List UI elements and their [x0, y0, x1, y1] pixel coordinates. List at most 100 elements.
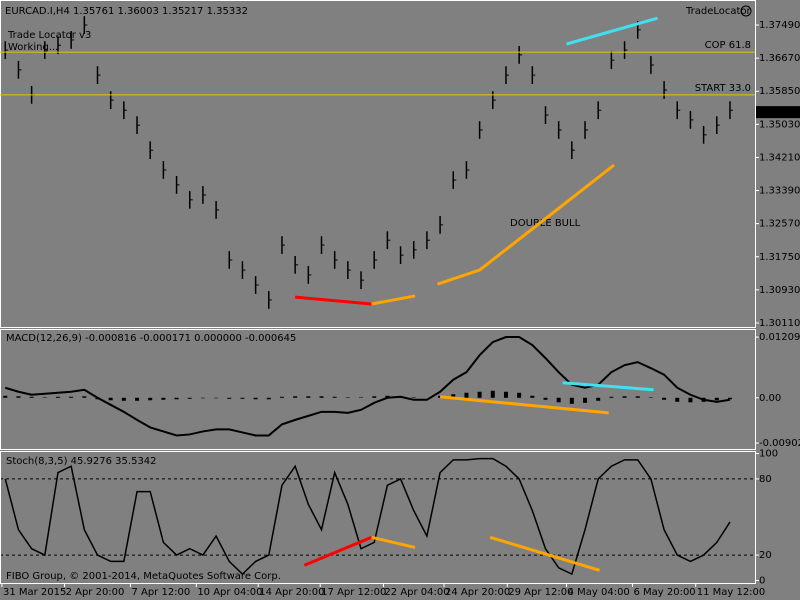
y-tick-label: 20: [759, 550, 772, 561]
histogram-bar: [332, 396, 337, 398]
pattern-label: DOUBLE BULL: [510, 218, 581, 229]
histogram-bar: [279, 396, 284, 398]
histogram-bar: [306, 396, 311, 398]
histogram-bar: [266, 397, 271, 400]
macd-border: [0, 329, 756, 450]
macd-header: MACD(12,26,9) -0.000816 -0.000171 0.0000…: [6, 333, 296, 344]
histogram-bar: [148, 397, 153, 401]
histogram-bar: [200, 397, 205, 399]
histogram-bar: [675, 397, 680, 402]
x-tick-label: 31 Mar 2015: [3, 587, 66, 598]
histogram-bar: [345, 397, 350, 398]
histogram-bar: [29, 396, 34, 398]
x-tick-label: 14 Apr 20:00: [259, 587, 324, 598]
level-label: START 33.0: [695, 83, 751, 94]
histogram-bar: [69, 396, 74, 398]
plot-area: [3, 336, 732, 437]
trend-line: [371, 294, 416, 306]
histogram-bar: [622, 396, 627, 398]
histogram-bar: [187, 397, 192, 399]
brand-icon: [740, 5, 752, 17]
histogram-bar: [385, 395, 390, 398]
histogram-bar: [609, 396, 614, 398]
y-tick-label: 1.35030: [759, 119, 800, 130]
histogram-bar: [372, 396, 377, 398]
price-label: 1.35332: [759, 107, 800, 118]
histogram-bar: [688, 397, 693, 403]
histogram-bar: [135, 397, 140, 401]
x-tick-label: 10 Apr 04:00: [197, 587, 262, 598]
trend-line: [371, 535, 416, 549]
histogram-bar: [477, 391, 482, 398]
y-tick-label: 1.33390: [759, 186, 800, 197]
y-tick-label: 1.32570: [759, 219, 800, 230]
histogram-bar: [530, 395, 535, 398]
y-tick-label: 0.01209: [759, 332, 800, 343]
histogram-bar: [543, 397, 548, 400]
histogram-bar: [214, 397, 219, 399]
y-tick-label: 100: [759, 449, 778, 460]
stoch-header: Stoch(8,3,5) 45.9276 35.5342: [6, 456, 157, 467]
x-tick-label: 11 May 12:00: [697, 587, 766, 598]
trend-line: [439, 395, 609, 415]
histogram-bar: [253, 397, 258, 400]
histogram-bar: [227, 397, 232, 399]
histogram-bar: [583, 397, 588, 403]
brand: TradeLocator: [685, 6, 752, 17]
histogram-bar: [174, 397, 179, 400]
histogram-bar: [359, 397, 364, 398]
histogram-bar: [82, 396, 87, 398]
y-tick-label: 1.35850: [759, 86, 800, 97]
trend-line: [562, 381, 654, 392]
plot-area: [1, 457, 755, 576]
plot-area: [4, 16, 733, 309]
histogram-bar: [438, 395, 443, 398]
histogram-bar: [517, 392, 522, 398]
x-tick-label: 2 Apr 20:00: [66, 587, 125, 598]
histogram-bar: [411, 397, 416, 398]
histogram-bar: [714, 397, 719, 401]
x-tick-label: 22 Apr 04:00: [384, 587, 449, 598]
histogram-bar: [108, 397, 113, 401]
y-tick-label: -0.009022: [759, 438, 800, 449]
copyright: FIBO Group, © 2001-2014, MetaQuotes Soft…: [6, 571, 281, 582]
x-tick-label: 29 Apr 12:00: [508, 587, 573, 598]
histogram-bar: [319, 396, 324, 398]
trend-line: [303, 535, 373, 567]
indicator-line: [4, 336, 731, 437]
histogram-bar: [556, 397, 561, 403]
stoch-border: [0, 451, 756, 584]
y-tick-label: 0.00: [759, 393, 781, 404]
level-label: COP 61.8: [705, 40, 751, 51]
y-tick-label: 1.31750: [759, 252, 800, 263]
y-tick-label: 1.34210: [759, 152, 800, 163]
y-tick-label: 0: [759, 575, 765, 586]
y-tick-label: 1.37490: [759, 20, 800, 31]
main-border: [0, 0, 756, 328]
x-tick-label: 17 Apr 12:00: [321, 587, 386, 598]
histogram-bar: [503, 391, 508, 398]
histogram-bar: [635, 396, 640, 398]
trend-line: [436, 163, 615, 286]
x-tick-label: 7 Apr 12:00: [131, 587, 190, 598]
x-tick-label: 24 Apr 20:00: [445, 587, 510, 598]
histogram-bar: [42, 397, 47, 398]
symbol-header: EURCAD.I,H4 1.35761 1.36003 1.35217 1.35…: [5, 6, 248, 17]
histogram-bar: [662, 397, 667, 400]
indicator-status: Working...: [8, 42, 58, 53]
histogram-bar: [464, 392, 469, 398]
histogram-bar: [293, 396, 298, 398]
histogram-bar: [596, 397, 601, 401]
indicator-line: [4, 457, 731, 576]
trend-line: [489, 535, 600, 572]
indicator-name: Trade Locator v3: [7, 30, 91, 41]
trend-line: [295, 295, 372, 306]
trend-line: [566, 16, 658, 46]
y-tick-label: 80: [759, 474, 772, 485]
histogram-bar: [490, 390, 495, 398]
histogram-bar: [16, 396, 21, 398]
histogram-bar: [240, 397, 245, 399]
panel-borders: [0, 0, 756, 584]
histogram-bar: [569, 397, 574, 404]
